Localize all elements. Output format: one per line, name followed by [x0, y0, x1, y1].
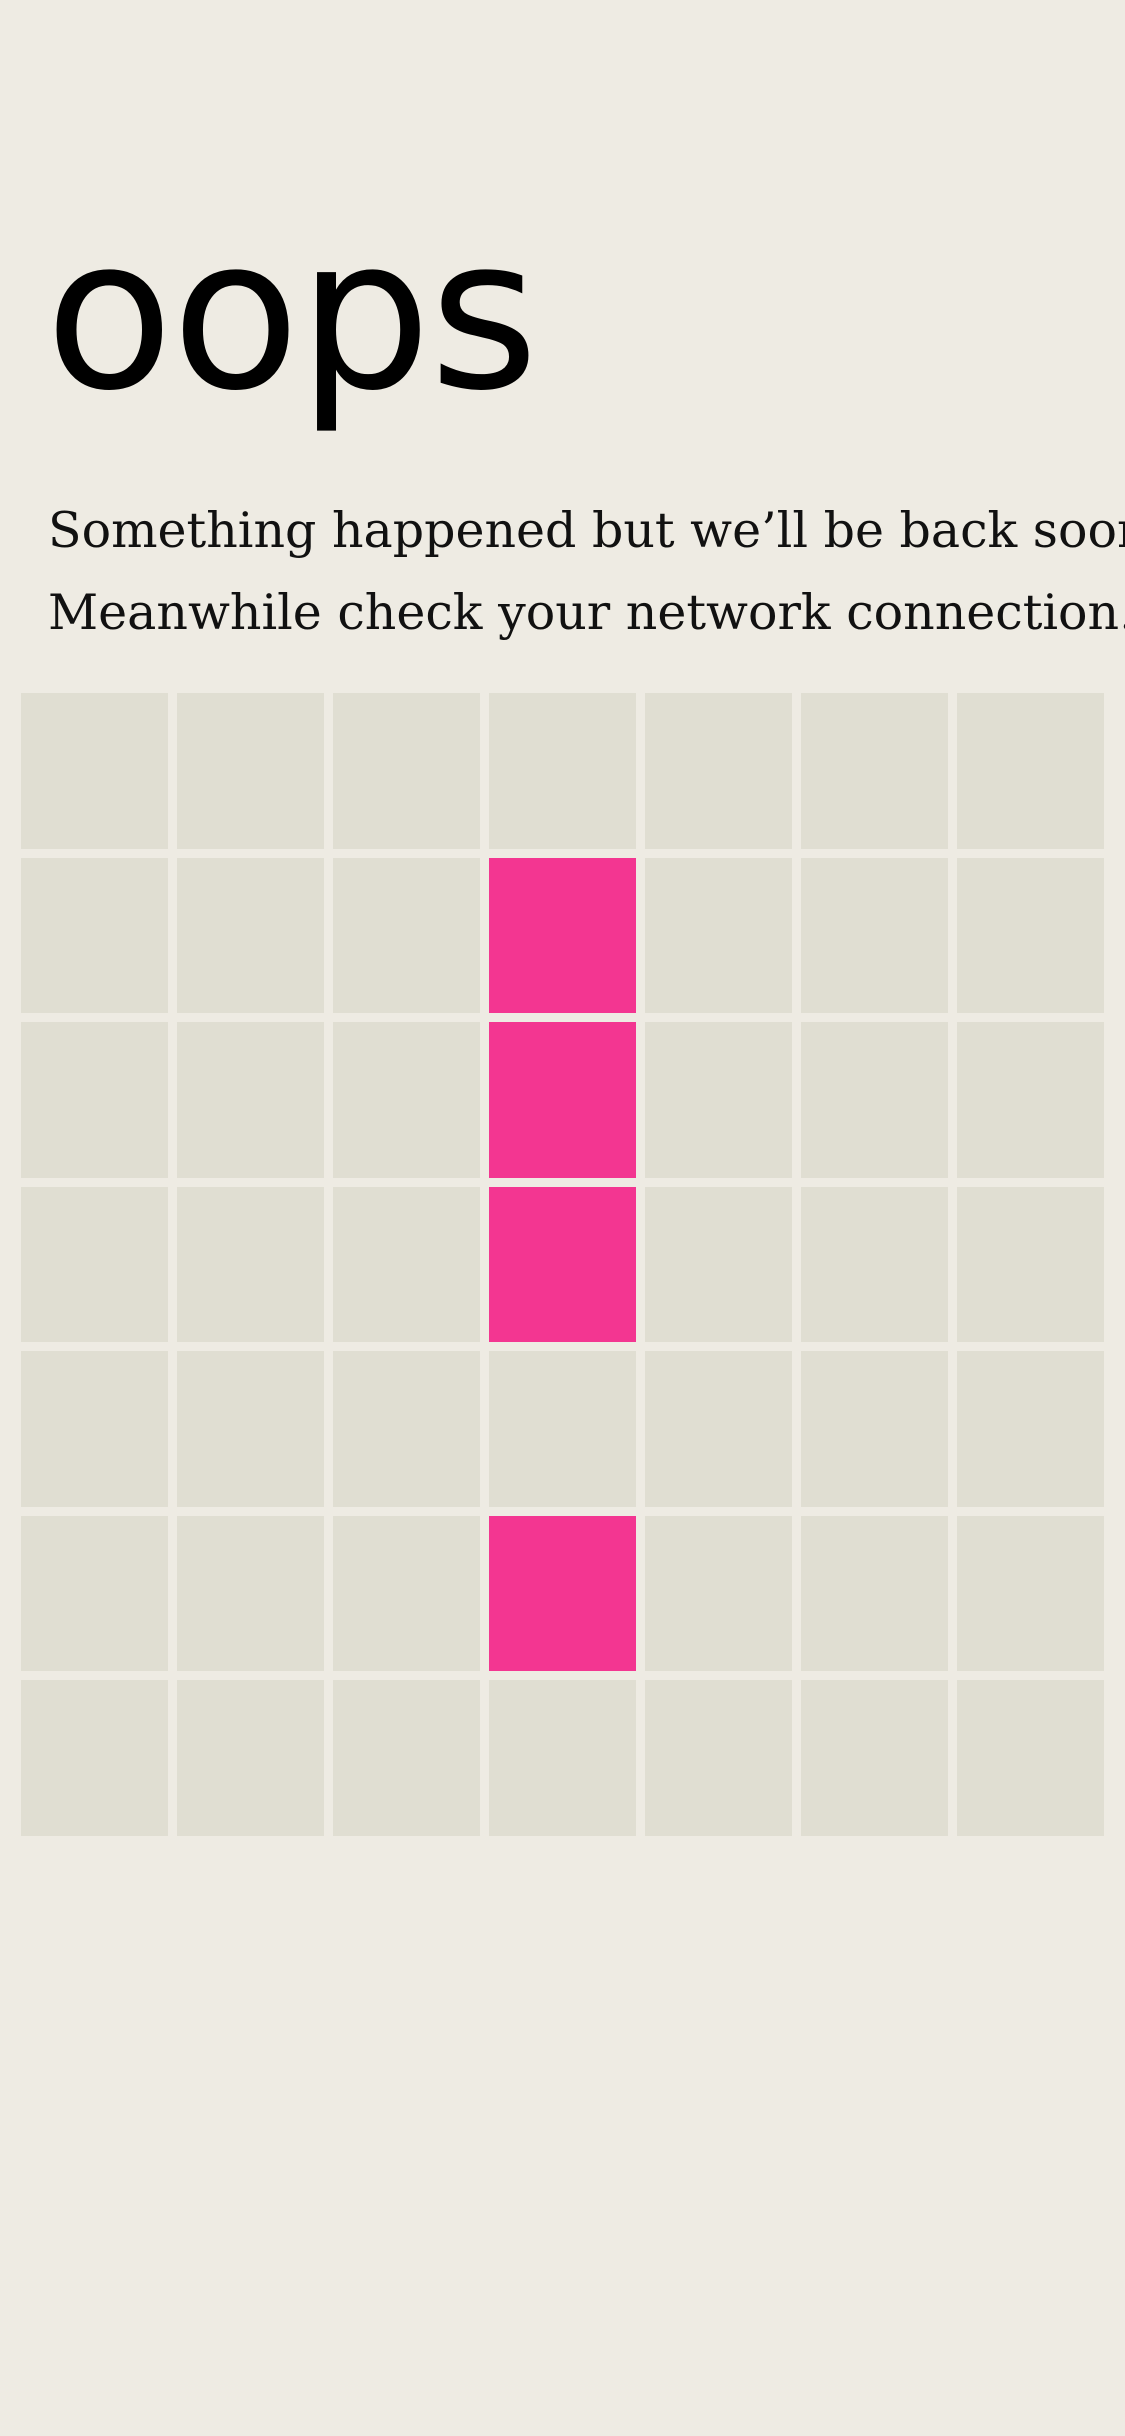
grid-cell: [957, 1022, 1104, 1178]
grid-cell: [177, 693, 324, 849]
grid-cell: [645, 1351, 792, 1507]
grid-cell: [21, 1351, 168, 1507]
grid-cell-active: [489, 1186, 636, 1343]
grid-cell: [177, 1351, 324, 1507]
error-message-line-2: Meanwhile check your network connection.: [48, 584, 1125, 641]
grid-cell: [177, 1680, 324, 1836]
grid-cell: [645, 1515, 792, 1672]
error-title: oops: [45, 192, 539, 437]
grid-cell: [645, 857, 792, 1014]
grid-cell: [21, 1680, 168, 1836]
grid-cell-active: [489, 1022, 636, 1178]
grid-cell: [333, 1515, 480, 1672]
grid-cell: [801, 1186, 948, 1343]
grid-cell: [177, 857, 324, 1014]
grid-cell: [957, 1186, 1104, 1343]
grid-cell: [645, 693, 792, 849]
grid-cell: [177, 1022, 324, 1178]
grid-cell: [801, 857, 948, 1014]
grid-cell: [801, 1680, 948, 1836]
error-message: Something happened but we’ll be back soo…: [48, 490, 1125, 654]
grid-cell: [489, 1680, 636, 1836]
grid-cell-active: [489, 857, 636, 1014]
grid-cell: [21, 1515, 168, 1672]
grid-cell: [957, 857, 1104, 1014]
grid-cell: [333, 1186, 480, 1343]
grid-cell: [645, 1186, 792, 1343]
grid-cell: [333, 1680, 480, 1836]
grid-cell: [333, 1351, 480, 1507]
grid-cell: [957, 1351, 1104, 1507]
grid-cell: [21, 693, 168, 849]
grid-cell: [177, 1515, 324, 1672]
grid-cell: [21, 857, 168, 1014]
grid-cell: [21, 1022, 168, 1178]
grid-cell: [21, 1186, 168, 1343]
grid-cell: [489, 1351, 636, 1507]
grid-cell: [801, 1515, 948, 1672]
grid-cell: [957, 1680, 1104, 1836]
grid-cell: [333, 857, 480, 1014]
grid-cell: [645, 1022, 792, 1178]
grid-cell: [801, 1351, 948, 1507]
grid-cell: [957, 1515, 1104, 1672]
grid-cell-active: [489, 1515, 636, 1672]
exclamation-mark-icon: [21, 693, 1104, 1836]
grid-cell: [489, 693, 636, 849]
grid-cell: [801, 693, 948, 849]
error-message-line-1: Something happened but we’ll be back soo…: [48, 502, 1125, 559]
grid-cell: [177, 1186, 324, 1343]
grid-cell: [801, 1022, 948, 1178]
grid-cell: [333, 693, 480, 849]
grid-cell: [645, 1680, 792, 1836]
grid-cell: [333, 1022, 480, 1178]
grid-cell: [957, 693, 1104, 849]
